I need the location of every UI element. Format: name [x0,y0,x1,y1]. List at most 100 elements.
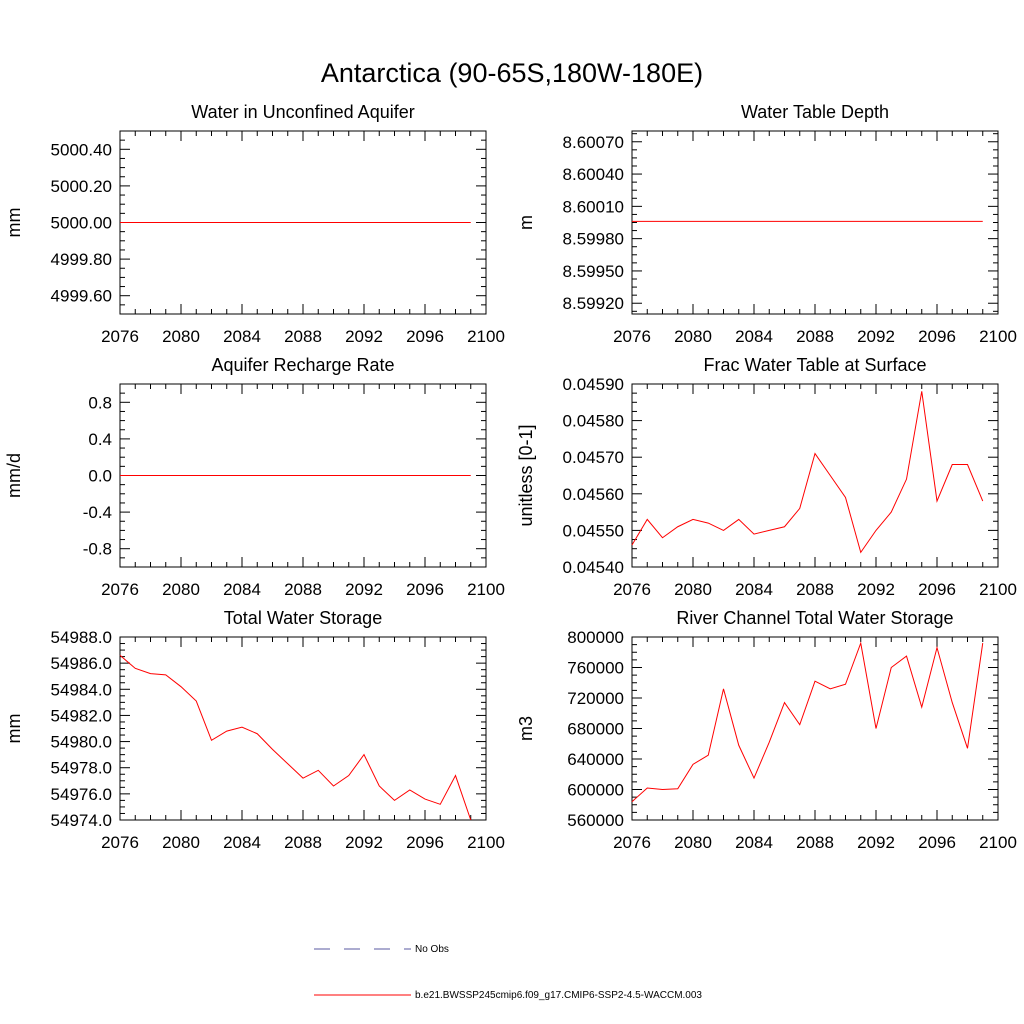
y-tick-label: 54978.0 [51,759,112,778]
y-axis-label: mm/d [4,453,24,498]
x-tick-label: 2076 [101,833,139,852]
y-axis-label: m3 [516,716,536,741]
x-tick-label: 2088 [284,833,322,852]
y-tick-label: 8.60070 [563,133,624,152]
y-tick-label: 4999.60 [51,287,112,306]
x-tick-label: 2076 [101,327,139,346]
y-tick-label: 0.04590 [563,375,624,394]
series-line [631,641,984,803]
x-tick-label: 2088 [796,580,834,599]
x-tick-label: 2100 [979,327,1017,346]
x-tick-label: 2080 [674,580,712,599]
x-tick-label: 2096 [918,833,956,852]
chart-panel-6: 2076 2080 2084 2088 2092 2096 2100 560000 600000… [516,608,1017,852]
legend: No Obs b.e21.BWSSP245cmip6.f09_g17.CMIP6… [314,944,702,1001]
x-tick-label: 2076 [613,327,651,346]
y-tick-label: -0.4 [83,503,112,522]
y-tick-label: 54986.0 [51,654,112,673]
x-tick-label: 2080 [162,580,200,599]
x-tick-label: 2092 [345,833,383,852]
chart-panel-1: 2076 2080 2084 2088 2092 2096 2100 4999.60 4999.… [4,102,505,346]
y-axis-label: m [516,215,536,230]
y-tick-label: 0.04580 [563,412,624,431]
chart-panel-4: 2076 2080 2084 2088 2092 2096 2100 0.04540 0.045… [516,355,1017,599]
x-tick-label: 2084 [735,327,773,346]
chart-panel-3: 2076 2080 2084 2088 2092 2096 2100 -0.8 -0.4 0.0 0… [4,355,505,599]
legend-model-label: b.e21.BWSSP245cmip6.f09_g17.CMIP6-SSP2-4… [415,990,702,1001]
y-tick-label: 640000 [567,750,624,769]
x-tick-label: 2080 [674,327,712,346]
y-tick-label: 560000 [567,811,624,830]
y-tick-label: 0.04550 [563,521,624,540]
y-axis-label: unitless [0-1] [516,424,536,526]
x-tick-label: 2076 [613,580,651,599]
y-tick-label: 0.04570 [563,448,624,467]
y-tick-label: 5000.00 [51,214,112,233]
y-tick-label: 8.59980 [563,230,624,249]
figure-title: Antarctica (90-65S,180W-180E) [321,58,703,88]
y-tick-label: 720000 [567,689,624,708]
y-tick-label: 760000 [567,659,624,678]
chart-panel-5: 2076 2080 2084 2088 2092 2096 2100 54974.0 54976… [4,608,505,852]
x-tick-label: 2084 [735,833,773,852]
x-tick-label: 2080 [162,833,200,852]
y-tick-label: 5000.20 [51,177,112,196]
x-tick-label: 2092 [345,327,383,346]
x-tick-label: 2076 [101,580,139,599]
x-tick-label: 2100 [467,833,505,852]
y-tick-label: 54980.0 [51,733,112,752]
panels: 2076 2080 2084 2088 2092 2096 2100 4999.60 4999.… [4,102,1017,852]
y-tick-label: 800000 [567,628,624,647]
y-tick-label: 54974.0 [51,811,112,830]
x-tick-label: 2088 [796,327,834,346]
y-tick-label: 8.60040 [563,165,624,184]
y-axis-label: mm [4,208,24,238]
chart-title: Aquifer Recharge Rate [211,355,394,375]
y-tick-label: 8.59950 [563,262,624,281]
y-tick-label: 54976.0 [51,785,112,804]
y-tick-label: 54984.0 [51,680,112,699]
y-tick-label: 600000 [567,781,624,800]
x-tick-label: 2100 [979,580,1017,599]
x-tick-label: 2100 [467,580,505,599]
y-tick-label: 54988.0 [51,628,112,647]
x-tick-label: 2088 [796,833,834,852]
y-tick-label: 8.59920 [563,294,624,313]
x-tick-label: 2096 [918,327,956,346]
x-tick-label: 2096 [918,580,956,599]
x-tick-label: 2080 [674,833,712,852]
x-tick-label: 2092 [857,580,895,599]
x-tick-label: 2092 [857,327,895,346]
x-tick-label: 2096 [406,580,444,599]
y-tick-label: 4999.80 [51,250,112,269]
x-tick-label: 2100 [979,833,1017,852]
x-tick-label: 2092 [857,833,895,852]
y-tick-label: 0.0 [88,467,112,486]
y-tick-label: 0.4 [88,430,112,449]
y-tick-label: 0.04540 [563,558,624,577]
y-tick-label: -0.8 [83,540,112,559]
y-tick-label: 0.04560 [563,485,624,504]
x-tick-label: 2088 [284,580,322,599]
series-line [119,654,472,821]
x-tick-label: 2084 [735,580,773,599]
x-tick-label: 2076 [613,833,651,852]
x-tick-label: 2080 [162,327,200,346]
y-tick-label: 8.60010 [563,197,624,216]
x-tick-label: 2096 [406,833,444,852]
x-tick-label: 2096 [406,327,444,346]
y-tick-label: 5000.40 [51,140,112,159]
chart-panel-2: 2076 2080 2084 2088 2092 2096 2100 8.59920 8.599… [516,102,1017,346]
chart-title: Water Table Depth [741,102,889,122]
chart-title: Total Water Storage [224,608,382,628]
y-axis-label: mm [4,714,24,744]
x-tick-label: 2092 [345,580,383,599]
x-tick-label: 2084 [223,327,261,346]
chart-title: Frac Water Table at Surface [703,355,926,375]
series-line [631,391,984,554]
x-tick-label: 2088 [284,327,322,346]
y-tick-label: 680000 [567,720,624,739]
y-tick-label: 0.8 [88,393,112,412]
